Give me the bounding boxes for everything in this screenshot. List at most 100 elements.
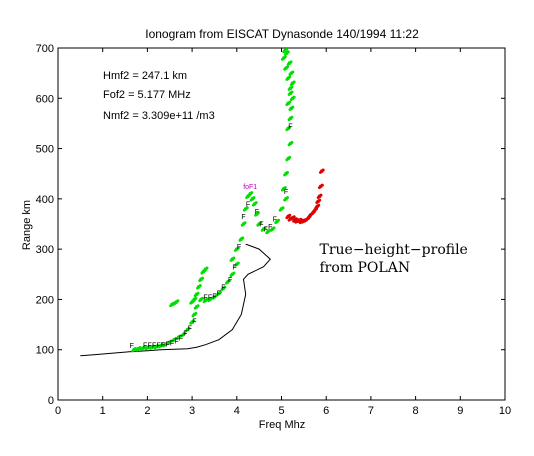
f-marker: F <box>273 216 277 223</box>
x-trace-point <box>292 215 296 219</box>
o-trace-point <box>158 345 161 349</box>
o-trace-point <box>282 50 286 54</box>
o-trace-point <box>287 93 291 96</box>
x-trace-point <box>318 171 322 174</box>
o-trace-point <box>200 271 204 275</box>
o-trace-point <box>281 206 285 210</box>
profile-annotation-line-2: from POLAN <box>319 260 410 276</box>
o-trace-point <box>234 249 237 252</box>
x-trace-point <box>287 218 291 222</box>
o-trace-point <box>149 347 152 350</box>
o-trace-point <box>290 140 294 144</box>
o-trace-point <box>245 206 249 210</box>
o-trace-point <box>232 271 236 275</box>
o-trace-point <box>153 346 157 350</box>
o-trace-point <box>251 203 255 207</box>
o-trace-point <box>193 306 197 310</box>
f-marker: F <box>203 294 207 301</box>
trace-points <box>131 47 325 353</box>
o-trace-point <box>249 198 253 202</box>
x-axis-label: Freq Mhz <box>259 419 305 431</box>
x-trace-point <box>315 201 319 205</box>
o-trace-point <box>140 348 143 351</box>
f-marker: F <box>268 224 272 231</box>
o-trace-point <box>229 259 233 262</box>
x-trace-point <box>320 183 324 187</box>
o-trace-point <box>287 118 291 122</box>
o-trace-point <box>184 329 188 333</box>
o-trace-point <box>193 294 197 298</box>
o-trace-point <box>256 211 260 215</box>
o-trace-point <box>196 304 200 308</box>
f-marker: F <box>208 294 212 301</box>
o-trace-point <box>135 348 139 352</box>
x-tick-label: 10 <box>499 405 511 417</box>
o-trace-point <box>285 78 289 81</box>
o-trace-point <box>283 198 286 202</box>
o-trace-point <box>227 279 231 283</box>
o-trace-point <box>290 85 294 89</box>
o-trace-point <box>180 334 184 338</box>
o-trace-point <box>247 193 251 197</box>
o-trace-point <box>259 221 263 225</box>
x-tick-label: 8 <box>413 405 419 417</box>
y-tick-label: 100 <box>36 345 54 357</box>
f-marker: F <box>217 290 221 297</box>
o-trace-point <box>289 83 293 86</box>
o-trace-point <box>144 347 148 351</box>
o-trace-point <box>194 296 198 300</box>
x-trace-point <box>289 217 293 221</box>
f-marker: F <box>174 339 178 346</box>
nmf2-value: Nmf2 = 3.309e+11 /m3 <box>103 110 215 122</box>
x-trace-point <box>321 168 325 172</box>
f-marker: F <box>152 343 156 350</box>
y-tick-label: 300 <box>36 244 54 256</box>
o-trace-point <box>243 221 247 225</box>
o-trace-point <box>202 269 206 272</box>
o-trace-point <box>285 47 289 51</box>
o-trace-point <box>288 73 292 76</box>
o-trace-point <box>283 186 287 190</box>
fof1-label: foF1 <box>243 184 257 191</box>
f-marker: F <box>255 209 259 216</box>
o-trace-point <box>286 62 290 66</box>
f-marker: F <box>241 214 245 221</box>
o-trace-point <box>147 345 151 349</box>
o-trace-point <box>274 221 278 225</box>
o-trace-point <box>290 90 294 94</box>
o-trace-point <box>263 226 267 230</box>
o-trace-point <box>175 337 179 340</box>
f-marker: F <box>284 189 288 196</box>
o-trace-point <box>272 226 276 230</box>
f-marker: F <box>264 227 268 234</box>
x-trace-point <box>307 214 311 218</box>
o-trace-point <box>196 286 199 290</box>
o-trace-point <box>283 173 286 177</box>
o-trace-point <box>238 238 242 242</box>
o-trace-point <box>269 228 273 232</box>
o-trace-point <box>229 274 233 277</box>
o-trace-point <box>211 296 215 300</box>
o-trace-point <box>280 57 284 61</box>
x-trace-point <box>301 220 304 224</box>
x-trace-point <box>292 219 295 223</box>
f-marker: F <box>188 326 192 333</box>
o-trace-point <box>260 228 264 232</box>
o-trace-point <box>236 246 240 250</box>
o-trace-point <box>187 326 191 330</box>
x-tick-label: 1 <box>100 405 106 417</box>
hmf2-value: Hmf2 = 247.1 km <box>103 70 187 82</box>
o-trace-point <box>291 105 295 109</box>
o-trace-point <box>191 299 195 303</box>
x-trace-point <box>316 196 320 200</box>
fof2-value: Fof2 = 5.177 MHz <box>103 89 191 101</box>
x-trace-point <box>303 219 307 223</box>
x-tick-label: 9 <box>457 405 463 417</box>
o-trace-point <box>287 88 291 91</box>
o-trace-point <box>254 201 258 205</box>
o-trace-point <box>207 299 210 303</box>
o-trace-point <box>194 311 198 315</box>
profile-annotation-line-1: True−height−profile <box>319 242 467 258</box>
